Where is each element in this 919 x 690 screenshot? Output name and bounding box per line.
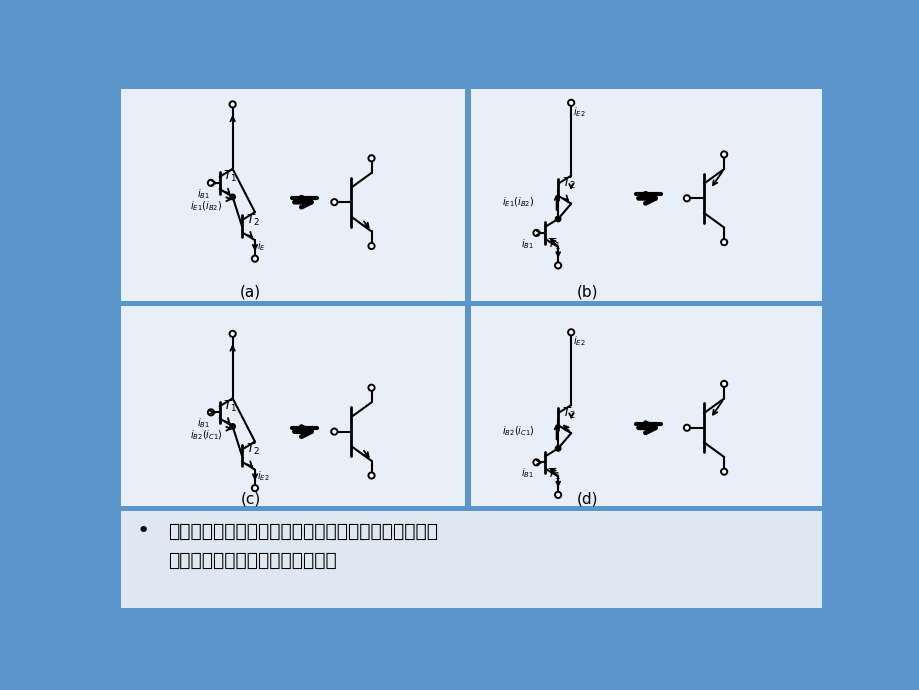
Text: (c): (c) [240,491,260,506]
Text: $T_2$: $T_2$ [562,406,575,420]
Circle shape [567,329,573,335]
Text: $T_2$: $T_2$ [562,176,575,191]
Bar [471,306,821,506]
Text: 成与第一个管子相同类型的管子。: 成与第一个管子相同类型的管子。 [167,551,336,570]
Text: $T_2$: $T_2$ [245,442,260,457]
Circle shape [368,473,374,479]
Text: $T_1$: $T_1$ [546,237,561,252]
Text: $i_{B1}$: $i_{B1}$ [197,416,210,430]
Circle shape [331,428,337,435]
Text: (b): (b) [576,285,598,299]
Text: $T_1$: $T_1$ [546,466,561,482]
Text: (d): (d) [576,491,598,506]
Circle shape [683,424,689,431]
Text: $T_2$: $T_2$ [245,213,260,228]
Circle shape [554,492,561,498]
Circle shape [555,216,561,221]
Circle shape [720,151,726,157]
Circle shape [533,460,539,466]
Text: •: • [137,521,150,541]
Text: $i_{B1}$: $i_{B1}$ [520,466,533,480]
Circle shape [230,331,235,337]
Text: $i_{B1}$: $i_{B1}$ [197,187,210,201]
Text: $i_{B2}(i_{C1})$: $i_{B2}(i_{C1})$ [502,424,535,438]
Text: $i_{E1}(i_{B2})$: $i_{E1}(i_{B2})$ [190,199,222,213]
Text: $i_{E2}$: $i_{E2}$ [257,469,269,483]
Text: 从上图可以看出，不同类型晶体管组成的复合管，等效: 从上图可以看出，不同类型晶体管组成的复合管，等效 [167,522,437,540]
Circle shape [368,155,374,161]
Circle shape [368,243,374,249]
Text: $i_{B1}$: $i_{B1}$ [520,237,533,250]
Circle shape [252,255,258,262]
Circle shape [230,101,235,108]
Bar [121,89,465,302]
Text: $i_{E2}$: $i_{E2}$ [573,335,585,348]
Bar [121,511,821,608]
Circle shape [368,384,374,391]
Circle shape [252,485,258,491]
Circle shape [555,446,561,451]
Circle shape [533,230,539,236]
Circle shape [567,100,573,106]
Circle shape [230,194,235,199]
Text: $i_{E2}$: $i_{E2}$ [573,105,585,119]
Text: $i_{E1}(i_{B2})$: $i_{E1}(i_{B2})$ [502,195,534,209]
Circle shape [208,409,214,415]
Circle shape [331,199,337,205]
Circle shape [683,195,689,201]
Bar [471,89,821,302]
Circle shape [720,469,726,475]
Text: $i_{B2}(i_{C1})$: $i_{B2}(i_{C1})$ [190,428,222,442]
Circle shape [208,180,214,186]
Text: $T_1$: $T_1$ [223,399,238,414]
Circle shape [230,424,235,429]
Circle shape [720,381,726,387]
Bar [121,306,465,506]
Text: (a): (a) [240,285,261,299]
Text: $T_1$: $T_1$ [223,169,238,184]
Text: $i_E$: $i_E$ [257,239,266,253]
Circle shape [720,239,726,245]
Circle shape [554,262,561,268]
